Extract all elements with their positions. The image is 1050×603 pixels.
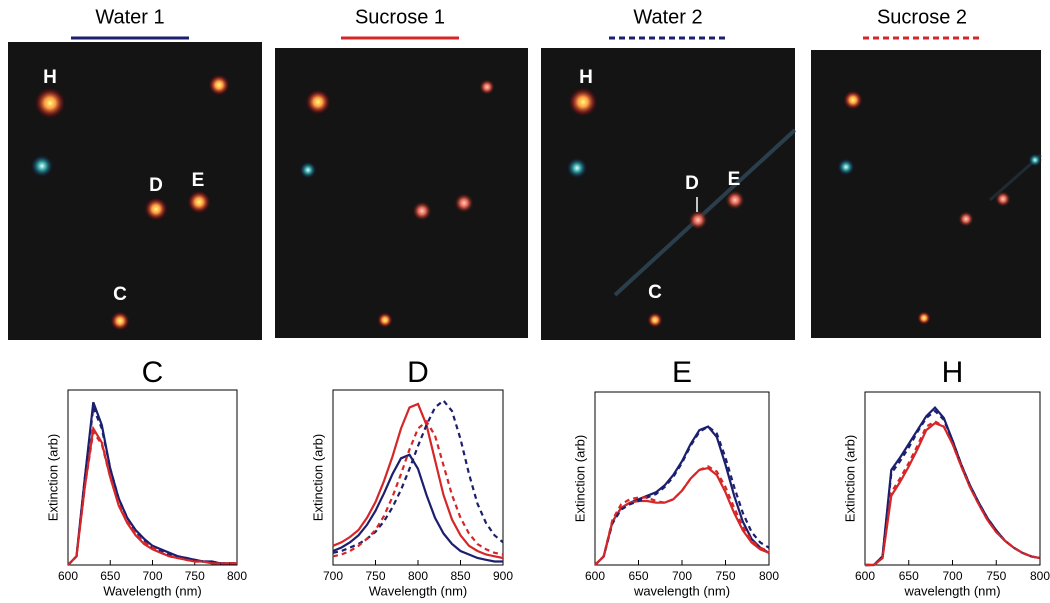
x-tick-label: 650 (628, 569, 648, 583)
panel-title: Water 1 (95, 6, 164, 28)
x-tick-label: 700 (323, 569, 343, 583)
panel-title: Sucrose 1 (355, 6, 445, 28)
x-tick-label: 700 (672, 569, 692, 583)
particle-label: H (579, 67, 593, 88)
particle (1028, 153, 1042, 167)
particle (958, 211, 974, 227)
particle (412, 201, 432, 221)
particle (568, 87, 598, 117)
plot-frame (594, 391, 770, 566)
x-tick-label: 650 (899, 569, 919, 583)
x-tick-label: 750 (986, 569, 1006, 583)
particle (208, 74, 230, 96)
data-line (594, 425, 770, 566)
particle-label: C (113, 284, 127, 305)
particle (688, 210, 708, 230)
particle (917, 311, 931, 325)
y-axis-label: Extinction (arb) (310, 434, 325, 521)
particle-label: C (648, 282, 662, 303)
chart-title: D (407, 356, 429, 389)
particle-label: H (43, 67, 57, 88)
x-tick-label: 600 (58, 569, 78, 583)
x-axis-label: wavelength (nm) (903, 583, 1000, 598)
data-line (332, 419, 504, 558)
particle (647, 312, 663, 328)
x-axis-label: wavelength (nm) (633, 583, 730, 598)
particle (479, 79, 495, 95)
particle-label: E (192, 170, 205, 191)
x-tick-label: 600 (855, 569, 875, 583)
particle (30, 154, 54, 178)
x-tick-label: 700 (942, 569, 962, 583)
x-tick-label: 800 (227, 569, 247, 583)
x-tick-label: 800 (1030, 569, 1050, 583)
particle (837, 158, 855, 176)
panel-title: Water 2 (633, 6, 702, 28)
data-line (67, 429, 237, 566)
particle (377, 312, 393, 328)
data-line (594, 425, 770, 566)
particle (995, 191, 1011, 207)
data-line (332, 453, 503, 563)
particle-label: D (149, 175, 163, 196)
data-line (865, 420, 1041, 567)
x-tick-label: 750 (715, 569, 735, 583)
particle (144, 197, 168, 221)
particle (299, 161, 317, 179)
particle-label: D (685, 173, 699, 194)
data-line (67, 401, 237, 566)
x-tick-label: 650 (100, 569, 120, 583)
y-axis-label: Extinction (arb) (572, 435, 587, 522)
particle (843, 90, 863, 110)
data-line (594, 466, 770, 566)
particle (454, 193, 474, 213)
data-line (865, 409, 1041, 567)
particle (34, 87, 66, 119)
particle-label: E (728, 169, 741, 190)
x-tick-label: 700 (142, 569, 162, 583)
y-axis-label: Extinction (arb) (45, 434, 60, 521)
x-tick-label: 750 (185, 569, 205, 583)
data-line (67, 425, 237, 566)
x-tick-label: 900 (493, 569, 513, 583)
x-axis-label: Wavelength (nm) (369, 583, 468, 598)
particle (305, 89, 331, 115)
x-tick-label: 600 (585, 569, 605, 583)
data-line (594, 465, 770, 566)
chart-title: H (942, 356, 964, 389)
panel-title: Sucrose 2 (877, 6, 967, 28)
x-tick-label: 800 (408, 569, 428, 583)
particle (725, 190, 745, 210)
particle (187, 190, 211, 214)
x-tick-label: 850 (450, 569, 470, 583)
chart-title: C (142, 356, 164, 389)
x-tick-label: 800 (759, 569, 779, 583)
plot-frame (332, 389, 504, 566)
data-line (332, 398, 504, 554)
x-axis-label: Wavelength (nm) (103, 583, 202, 598)
x-tick-label: 750 (365, 569, 385, 583)
fiber (613, 128, 797, 297)
data-line (332, 402, 504, 560)
y-axis-label: Extinction (arb) (842, 435, 857, 522)
particle (566, 157, 588, 179)
particle (110, 311, 130, 331)
chart-title: E (672, 356, 692, 389)
data-line (865, 405, 1041, 567)
